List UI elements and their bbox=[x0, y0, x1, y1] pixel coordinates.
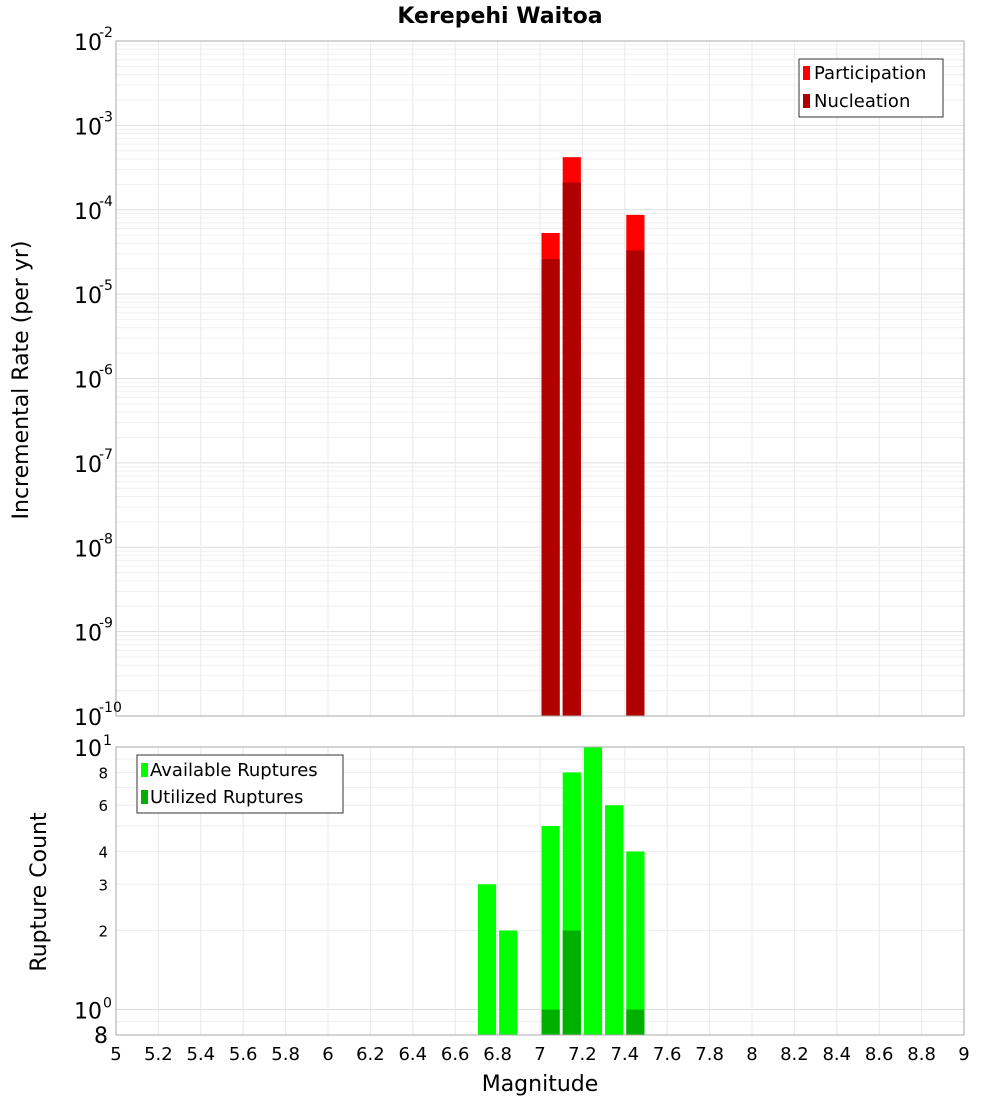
x-tick-label: 8 bbox=[746, 1044, 757, 1065]
bottom-legend-box bbox=[136, 754, 344, 814]
bar-utilized-ruptures bbox=[562, 930, 581, 1035]
top-legend: Participation Nucleation bbox=[798, 58, 944, 118]
top-y-tick-exponent: -6 bbox=[99, 363, 113, 379]
legend-swatch-utilized-ruptures bbox=[141, 790, 148, 804]
x-tick-label: 7 bbox=[534, 1044, 545, 1065]
top-y-tick-exponent: -7 bbox=[99, 447, 113, 463]
x-axis-label: Magnitude bbox=[482, 1072, 599, 1097]
x-tick-label: 6 bbox=[322, 1044, 333, 1065]
bottom-y-tick-label: 10 bbox=[74, 737, 102, 762]
bar-utilized-ruptures bbox=[626, 1009, 645, 1035]
bar-available-ruptures bbox=[477, 884, 497, 1035]
top-y-tick-label: 10 bbox=[74, 706, 102, 731]
bottom-plot-border bbox=[115, 746, 965, 1036]
chart-title: Kerepehi Waitoa bbox=[397, 4, 602, 29]
top-y-tick-exponent: -2 bbox=[99, 25, 113, 41]
top-y-tick-exponent: -4 bbox=[99, 194, 113, 210]
bar-available-ruptures bbox=[583, 747, 603, 1035]
top-legend-box bbox=[798, 58, 944, 118]
bar-nucleation bbox=[626, 250, 645, 717]
top-y-tick-exponent: -8 bbox=[99, 531, 113, 547]
bottom-y-minor-tick-label: 4 bbox=[98, 843, 108, 861]
top-y-tick-label: 10 bbox=[74, 200, 102, 225]
top-y-tick-label: 10 bbox=[74, 453, 102, 478]
bar-available-ruptures bbox=[605, 805, 624, 1035]
x-tick-label: 7.8 bbox=[695, 1044, 724, 1065]
legend-label-available-ruptures: Available Ruptures bbox=[150, 760, 318, 781]
bottom-y-minor-tick-label: 2 bbox=[98, 923, 108, 941]
x-tick-label: 6.4 bbox=[398, 1044, 427, 1065]
top-y-tick-label: 10 bbox=[74, 622, 102, 647]
bottom-y-tick-label: 10 bbox=[74, 1000, 102, 1025]
bar-nucleation bbox=[562, 182, 581, 716]
x-tick-label: 7.6 bbox=[653, 1044, 682, 1065]
legend-label-participation: Participation bbox=[814, 63, 926, 84]
x-tick-label: 5.8 bbox=[271, 1044, 300, 1065]
top-y-tick-exponent: -3 bbox=[99, 109, 113, 125]
top-y-tick-exponent: -9 bbox=[99, 616, 113, 632]
x-tick-label: 8.4 bbox=[822, 1044, 851, 1065]
top-y-tick-label: 10 bbox=[74, 31, 102, 56]
x-tick-label: 7.4 bbox=[610, 1044, 639, 1065]
top-y-tick-exponent: -5 bbox=[99, 278, 113, 294]
top-y-tick-exponent: -10 bbox=[99, 700, 122, 716]
bottom-y-tick-label: 8 bbox=[94, 1024, 108, 1049]
x-tick-label: 6.8 bbox=[483, 1044, 512, 1065]
legend-swatch-participation bbox=[803, 66, 810, 80]
x-tick-label: 6.2 bbox=[356, 1044, 385, 1065]
top-y-tick-label: 10 bbox=[74, 115, 102, 140]
legend-label-utilized-ruptures: Utilized Ruptures bbox=[150, 787, 303, 808]
top-plot-border bbox=[115, 40, 965, 717]
legend-swatch-available-ruptures bbox=[141, 763, 148, 777]
x-tick-label: 8.2 bbox=[780, 1044, 809, 1065]
x-tick-label: 7.2 bbox=[568, 1044, 597, 1065]
bar-nucleation bbox=[541, 259, 560, 716]
top-plot-area: 10-210-310-410-510-610-710-810-910-10Par… bbox=[74, 25, 965, 731]
x-tick-label: 5.2 bbox=[144, 1044, 173, 1065]
x-tick-label: 8.6 bbox=[865, 1044, 894, 1065]
bar-available-ruptures bbox=[499, 930, 518, 1035]
bottom-y-tick-exponent: 0 bbox=[103, 996, 112, 1012]
x-tick-label: 5.4 bbox=[186, 1044, 215, 1065]
bar-available-ruptures bbox=[541, 826, 560, 1035]
legend-label-nucleation: Nucleation bbox=[814, 91, 910, 112]
top-y-axis-label: Incremental Rate (per yr) bbox=[9, 241, 34, 520]
top-y-tick-label: 10 bbox=[74, 537, 102, 562]
bottom-y-tick-exponent: 1 bbox=[103, 733, 112, 749]
x-tick-label: 9 bbox=[958, 1044, 969, 1065]
bottom-y-minor-tick-label: 8 bbox=[98, 764, 108, 782]
bar-utilized-ruptures bbox=[541, 1009, 560, 1035]
bottom-y-minor-tick-label: 6 bbox=[98, 797, 108, 815]
x-tick-label: 5.6 bbox=[229, 1044, 258, 1065]
top-y-tick-label: 10 bbox=[74, 284, 102, 309]
legend-swatch-nucleation bbox=[803, 94, 810, 108]
bottom-y-axis-label: Rupture Count bbox=[27, 812, 52, 972]
x-tick-label: 6.6 bbox=[441, 1044, 470, 1065]
x-tick-label: 8.8 bbox=[907, 1044, 936, 1065]
top-y-tick-label: 10 bbox=[74, 369, 102, 394]
bar-available-ruptures bbox=[626, 851, 645, 1035]
x-tick-label: 5 bbox=[110, 1044, 121, 1065]
bottom-y-minor-tick-label: 3 bbox=[98, 876, 108, 894]
bottom-legend: Available Ruptures Utilized Ruptures bbox=[136, 754, 344, 814]
